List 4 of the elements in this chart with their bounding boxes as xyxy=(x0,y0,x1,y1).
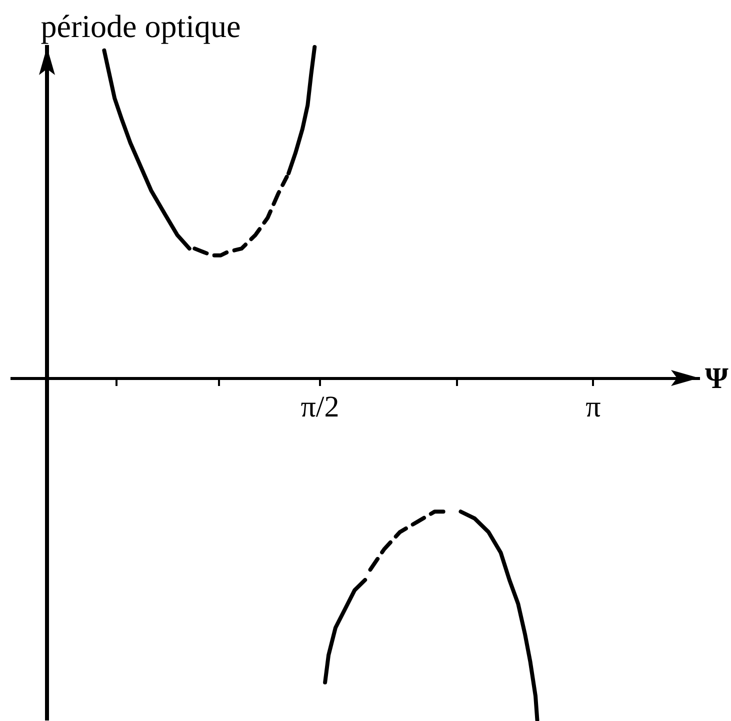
x-tick-label: π xyxy=(586,390,601,424)
y-axis-title: période optique xyxy=(40,8,241,44)
x-tick-label: π/2 xyxy=(300,390,340,424)
x-axis-title: Ψ xyxy=(705,362,729,396)
